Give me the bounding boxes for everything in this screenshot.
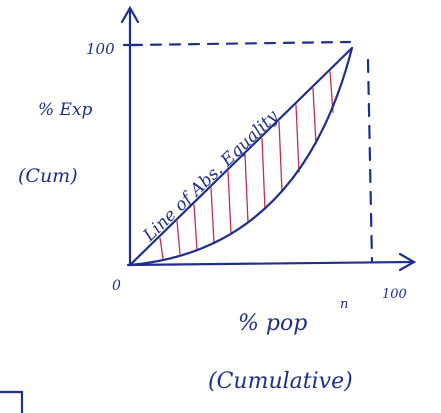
box-fragment <box>0 390 24 413</box>
hatch-line <box>244 154 249 223</box>
y-axis-label: % Exp <box>38 100 93 120</box>
hatch-line <box>227 171 232 235</box>
hatch-line <box>312 88 317 145</box>
hatch-line <box>210 187 215 243</box>
hatch-line <box>295 104 300 173</box>
x-axis-superscript: n <box>340 297 348 312</box>
inequality-hatching <box>159 71 334 259</box>
hatch-line <box>261 137 266 210</box>
y-axis-arrow <box>120 5 140 24</box>
equality-line <box>128 46 354 267</box>
x-max-label: 100 <box>382 287 407 302</box>
right-dashed-line <box>366 58 374 264</box>
x-axis-arrow <box>398 252 417 272</box>
hatch-line <box>193 204 198 250</box>
x-axis-label-2: (Cumulative) <box>208 369 353 394</box>
hatch-line <box>159 237 164 259</box>
equality-line-label: Line of Abs. Equality <box>139 106 283 246</box>
origin-label: 0 <box>112 278 121 294</box>
hatch-line <box>278 121 283 193</box>
hatch-line <box>176 221 181 255</box>
y-axis-label-2: (Cum) <box>18 165 78 187</box>
x-axis <box>126 260 414 267</box>
top-dashed-line <box>130 40 352 47</box>
lorenz-curve <box>128 46 354 267</box>
y-max-label: 100 <box>86 40 115 58</box>
x-axis-label: % pop <box>238 311 307 336</box>
